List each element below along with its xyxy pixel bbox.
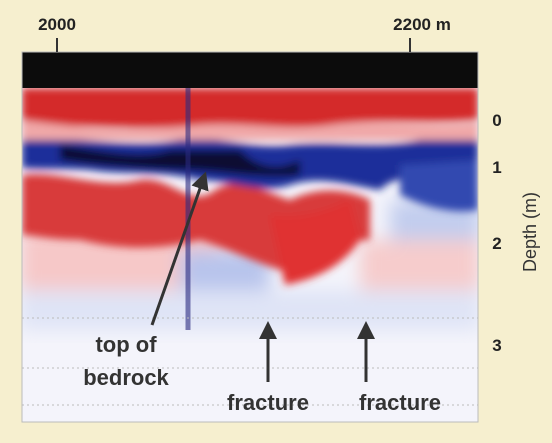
y-tick-label: 1 bbox=[492, 158, 501, 177]
y-tick-label: 0 bbox=[492, 111, 501, 130]
annotation: top of bbox=[95, 332, 157, 357]
y-axis-title: Depth (m) bbox=[520, 192, 540, 272]
y-tick-label: 2 bbox=[492, 234, 501, 253]
annotation: fracture bbox=[359, 390, 441, 415]
plot-border bbox=[21, 51, 479, 423]
radargram bbox=[22, 52, 478, 422]
x-tick-label: 2000 bbox=[38, 15, 76, 34]
annotation: fracture bbox=[227, 390, 309, 415]
arrow bbox=[150, 171, 209, 326]
x-tick-label: 2200 m bbox=[393, 15, 451, 34]
y-tick-label: 3 bbox=[492, 336, 501, 355]
annotation: bedrock bbox=[83, 365, 169, 390]
